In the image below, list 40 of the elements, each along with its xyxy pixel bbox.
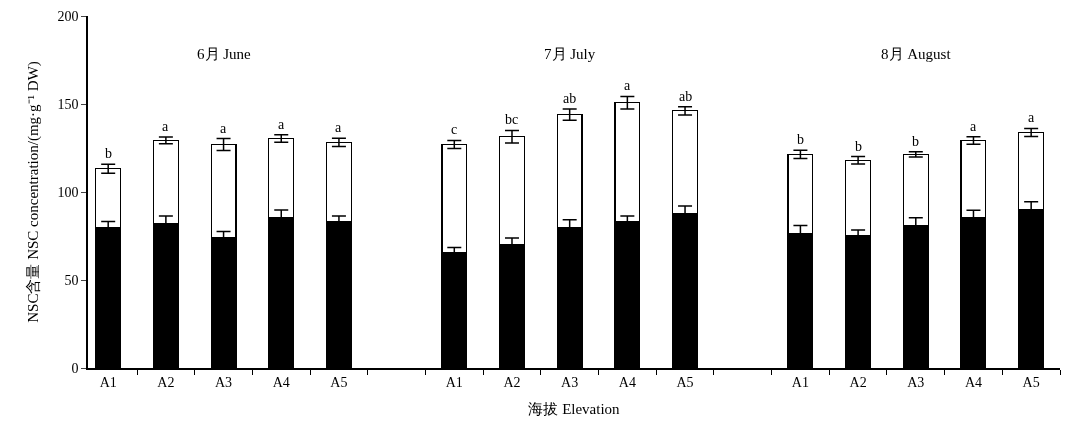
- x-tick-label: A2: [503, 374, 521, 390]
- data-label: a: [624, 78, 631, 93]
- data-label: ab: [679, 89, 693, 104]
- data-label: a: [1028, 110, 1035, 125]
- x-tick-label: A4: [272, 374, 290, 390]
- data-label: a: [162, 119, 169, 134]
- y-tick-label: 200: [57, 8, 79, 24]
- x-tick-label: A5: [330, 374, 348, 390]
- data-label: b: [912, 134, 919, 149]
- y-axis-title: NSC含量 NSC concentration/(mg·g⁻¹ DW): [25, 61, 43, 323]
- x-tick-label: A3: [907, 374, 925, 390]
- annotation: 6月 June: [197, 46, 252, 62]
- annotation: 7月 July: [544, 46, 596, 62]
- data-label: a: [278, 117, 285, 132]
- x-tick-label: A4: [964, 374, 983, 390]
- y-tick-label: 0: [71, 360, 79, 376]
- data-label: a: [335, 120, 342, 135]
- x-axis-title: 海拔 Elevation: [528, 401, 621, 418]
- x-tick-label: A1: [99, 374, 117, 390]
- y-tick-label: 50: [64, 272, 79, 288]
- x-tick-label: A3: [561, 374, 579, 390]
- y-tick-label: 150: [57, 96, 79, 112]
- data-label: c: [451, 122, 458, 137]
- data-label: bc: [505, 112, 519, 127]
- data-label: a: [970, 119, 977, 134]
- x-tick-label: A5: [676, 374, 694, 390]
- x-tick-label: A2: [157, 374, 175, 390]
- x-tick-label: A3: [215, 374, 233, 390]
- data-label: a: [220, 121, 227, 136]
- data-label: b: [797, 132, 804, 147]
- data-label: b: [855, 139, 862, 154]
- x-tick-label: A2: [849, 374, 867, 390]
- x-tick-label: A1: [791, 374, 809, 390]
- y-tick-label: 100: [57, 184, 79, 200]
- annotation: 8月 August: [881, 46, 952, 62]
- x-tick-label: A5: [1022, 374, 1040, 390]
- data-label: ab: [563, 91, 577, 106]
- x-tick-label: A1: [445, 374, 463, 390]
- x-tick-label: A4: [618, 374, 636, 390]
- data-label: b: [105, 146, 112, 161]
